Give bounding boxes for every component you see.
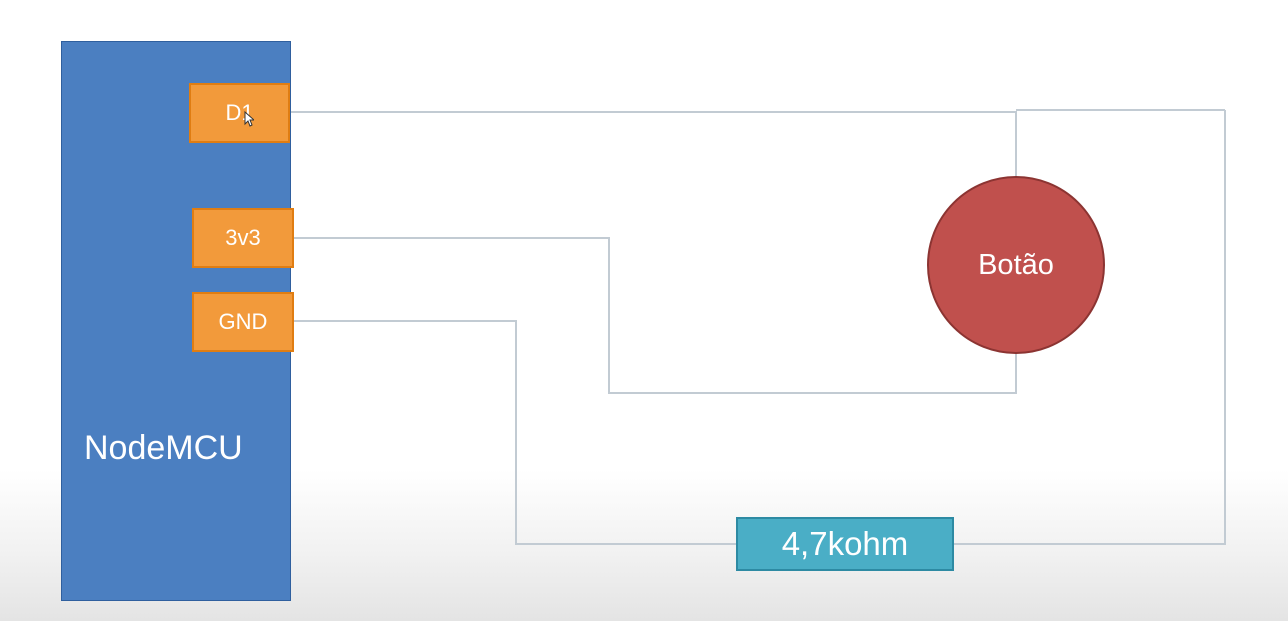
board-label: NodeMCU <box>84 429 243 467</box>
wire-d1-to-button <box>291 111 1017 178</box>
wire-3v3-to-button <box>294 237 1017 394</box>
pin-3v3: 3v3 <box>192 208 294 268</box>
resistor: 4,7kohm <box>736 517 954 571</box>
push-button: Botão <box>927 176 1105 354</box>
pin-d1: D1 <box>189 83 290 143</box>
mouse-pointer-icon <box>244 111 254 127</box>
pin-gnd: GND <box>192 292 294 352</box>
wire-gnd-to-resistor <box>294 320 736 545</box>
